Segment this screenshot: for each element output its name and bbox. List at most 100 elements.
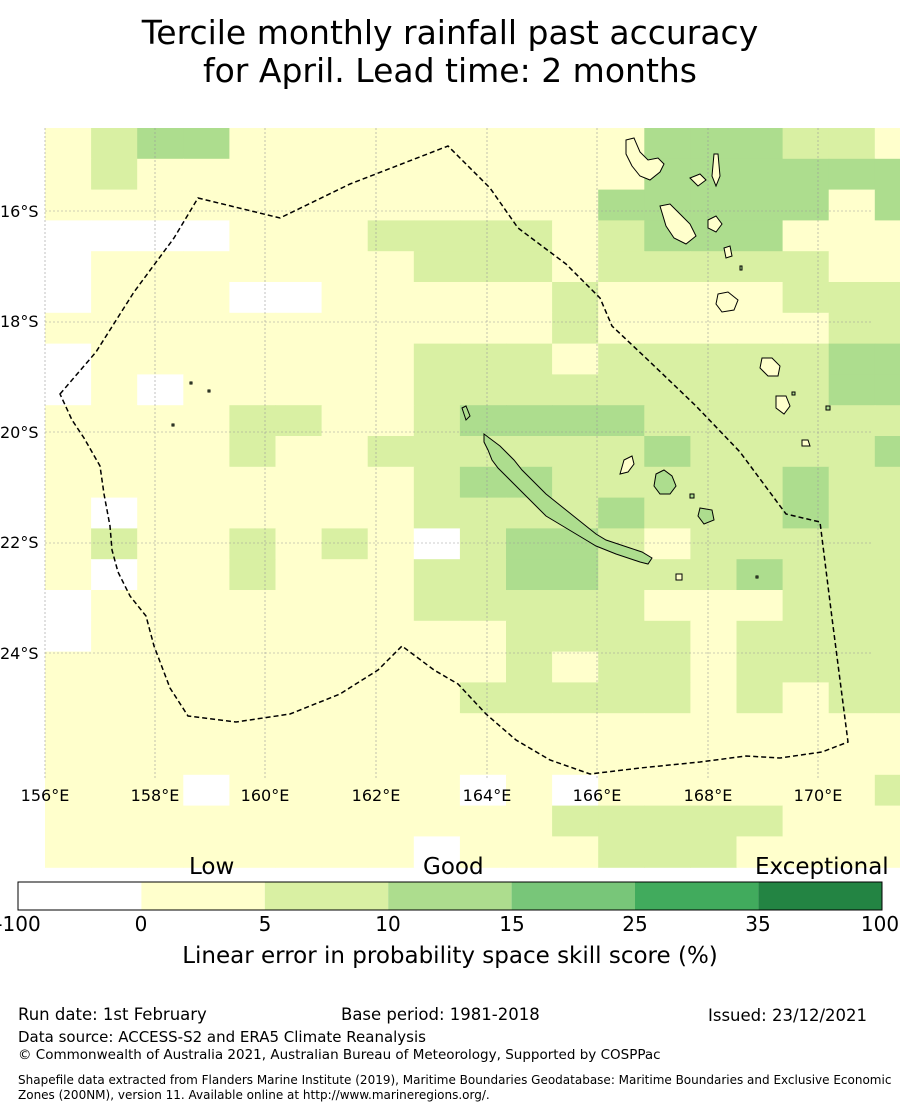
skill-cell xyxy=(690,466,738,499)
vanuatu-efate xyxy=(707,215,723,233)
skill-cell xyxy=(413,436,461,468)
fiji-island-1 xyxy=(759,357,781,377)
skill-cell xyxy=(229,128,277,160)
skill-cell xyxy=(275,343,323,375)
skill-cell xyxy=(506,651,553,683)
skill-cell xyxy=(367,128,415,160)
skill-cell xyxy=(91,158,138,191)
skill-cell xyxy=(459,590,507,622)
skill-cell xyxy=(459,805,507,837)
skill-cell xyxy=(137,282,184,314)
skill-cell xyxy=(874,528,900,560)
skill-cell xyxy=(459,774,507,807)
skill-cell xyxy=(413,158,461,191)
legend-tick-5: 5 xyxy=(258,912,272,936)
lat-label-16s: 16°S xyxy=(0,202,39,221)
skill-cell xyxy=(229,528,277,560)
skill-cell xyxy=(91,744,138,776)
skill-cell xyxy=(367,590,415,622)
skill-cell xyxy=(367,282,415,314)
skill-cell xyxy=(828,805,876,837)
skill-cell xyxy=(690,405,738,437)
skill-cell xyxy=(183,466,230,499)
skill-cell xyxy=(459,251,507,283)
skill-cell xyxy=(183,651,230,683)
skill-cell xyxy=(321,836,369,868)
vanuatu-pentecost xyxy=(711,153,721,188)
skill-cell xyxy=(367,836,415,868)
skill-cell xyxy=(690,713,738,745)
legend-category-good: Good xyxy=(423,854,484,880)
skill-cell xyxy=(45,374,92,406)
skill-cell xyxy=(137,405,184,437)
skill-cell xyxy=(644,774,691,807)
skill-cell xyxy=(782,374,830,406)
skill-cell xyxy=(828,436,876,468)
skill-cell xyxy=(91,713,138,745)
skill-cell xyxy=(183,343,230,375)
shapefile-credit: Shapefile data extracted from Flanders M… xyxy=(18,1073,892,1102)
skill-cell xyxy=(644,497,691,529)
skill-cell xyxy=(459,466,507,499)
skill-cell xyxy=(552,343,599,375)
skill-cell xyxy=(91,405,138,437)
skill-cell xyxy=(45,251,92,283)
skill-cell xyxy=(137,744,184,776)
skill-cell xyxy=(828,374,876,406)
skill-cell xyxy=(552,158,599,191)
skill-cell xyxy=(45,128,92,160)
skill-cell xyxy=(321,774,369,807)
lon-label-156e: 156°E xyxy=(20,786,70,805)
skill-cell xyxy=(598,436,645,468)
skill-cell xyxy=(598,497,645,529)
skill-cell xyxy=(690,343,738,375)
skill-cell xyxy=(91,374,138,406)
skill-cell xyxy=(367,189,415,221)
skill-cell xyxy=(229,805,277,837)
skill-cell xyxy=(91,251,138,283)
skill-cell xyxy=(552,251,599,283)
skill-cell xyxy=(229,774,277,807)
skill-cell xyxy=(275,559,323,591)
skill-cell xyxy=(874,158,900,191)
skill-cell xyxy=(183,590,230,622)
loyalty-island-lifou xyxy=(653,469,677,495)
skill-cell xyxy=(644,128,691,160)
skill-cell xyxy=(321,436,369,468)
skill-cell xyxy=(644,436,691,468)
skill-cell xyxy=(321,343,369,375)
skill-cell xyxy=(644,590,691,622)
skill-cell xyxy=(736,497,784,529)
skill-cell xyxy=(229,497,277,529)
skill-cell xyxy=(782,343,830,375)
chart-title: Tercile monthly rainfall past accuracy f… xyxy=(0,14,900,90)
islet-3 xyxy=(791,391,796,396)
skill-cell xyxy=(459,158,507,191)
skill-cell xyxy=(367,251,415,283)
skill-cell xyxy=(45,497,92,529)
skill-cell xyxy=(275,682,323,714)
skill-cell xyxy=(644,744,691,776)
vanuatu-tanna xyxy=(723,245,733,259)
skill-cell xyxy=(45,220,92,252)
skill-cell xyxy=(828,682,876,714)
skill-cell xyxy=(459,682,507,714)
skill-cell xyxy=(736,774,784,807)
skill-cell xyxy=(874,590,900,622)
skill-cell xyxy=(91,528,138,560)
skill-cell xyxy=(275,220,323,252)
skill-cell xyxy=(183,405,230,437)
skill-cell xyxy=(321,620,369,653)
skill-cell xyxy=(459,343,507,375)
skill-cell xyxy=(91,189,138,221)
vanuatu-ambae xyxy=(689,173,707,187)
skill-cell xyxy=(275,405,323,437)
skill-cell xyxy=(552,590,599,622)
skill-cell xyxy=(91,312,138,345)
legend-tick-10: 10 xyxy=(375,912,401,936)
skill-cell xyxy=(828,128,876,160)
skill-cell xyxy=(183,836,230,868)
skill-cell xyxy=(828,528,876,560)
skill-cell xyxy=(828,343,876,375)
skill-cell xyxy=(45,682,92,714)
